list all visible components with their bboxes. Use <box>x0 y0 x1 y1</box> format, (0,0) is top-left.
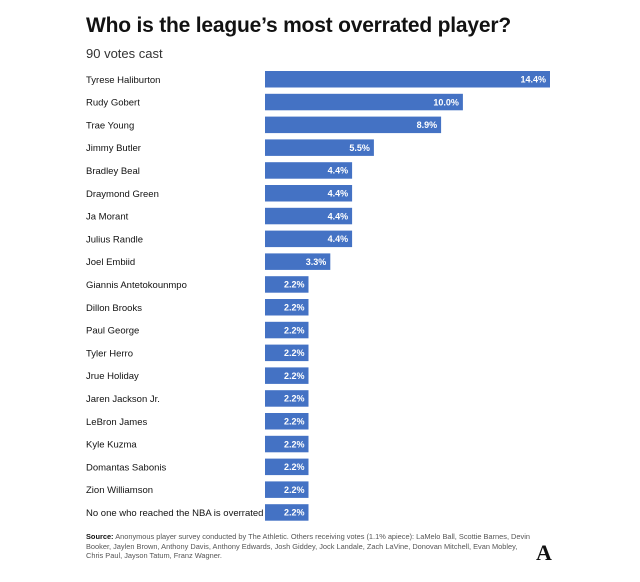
bar <box>265 504 309 521</box>
category-label: Rudy Gobert <box>86 98 140 109</box>
bar <box>265 93 463 111</box>
bar <box>265 185 353 202</box>
bar <box>265 207 353 225</box>
bar <box>265 435 309 453</box>
value-label: 2.2% <box>284 302 305 312</box>
bar <box>265 390 309 407</box>
value-label: 2.2% <box>284 462 305 472</box>
bar <box>265 413 309 430</box>
value-label: 2.2% <box>284 508 305 518</box>
value-label: 2.2% <box>284 416 305 426</box>
bar <box>265 276 309 293</box>
category-label: Trae Young <box>86 120 134 131</box>
value-label: 2.2% <box>284 394 305 404</box>
bar <box>265 344 309 362</box>
value-label: 4.4% <box>328 211 349 221</box>
bar <box>265 230 353 248</box>
value-label: 10.0% <box>433 97 459 107</box>
value-label: 2.2% <box>284 439 305 449</box>
bar <box>265 321 309 339</box>
bar <box>265 139 374 156</box>
category-label: Bradley Beal <box>86 166 140 177</box>
value-label: 2.2% <box>284 485 305 495</box>
bar <box>265 299 309 316</box>
category-label: Giannis Antetokounmpo <box>86 280 187 291</box>
bar <box>265 481 309 498</box>
bar <box>265 116 442 134</box>
category-label: Joel Embiid <box>86 257 135 268</box>
bar <box>265 253 331 270</box>
source-text: Anonymous player survey conducted by The… <box>86 532 530 561</box>
source-key: Source: <box>86 532 114 541</box>
value-label: 5.5% <box>349 143 370 153</box>
category-label: Ja Morant <box>86 212 129 223</box>
category-label: No one who reached the NBA is overrated <box>86 508 263 519</box>
category-label: Jimmy Butler <box>86 143 141 154</box>
value-label: 4.4% <box>328 234 349 244</box>
value-label: 4.4% <box>328 166 349 176</box>
category-label: Jrue Holiday <box>86 371 139 382</box>
bar <box>265 162 353 179</box>
chart-title: Who is the league’s most overrated playe… <box>86 14 511 37</box>
bar <box>265 458 309 476</box>
category-label: LeBron James <box>86 417 148 428</box>
bar-chart: Tyrese Haliburton 14.4% Rudy Gobert 10.0% Tr… <box>86 71 550 521</box>
value-label: 8.9% <box>417 120 438 130</box>
category-label: Tyrese Haliburton <box>86 75 160 86</box>
category-label: Dillon Brooks <box>86 303 142 314</box>
value-label: 3.3% <box>306 257 327 267</box>
chart-subtitle: 90 votes cast <box>86 46 163 61</box>
value-label: 2.2% <box>284 348 305 358</box>
value-label: 4.4% <box>328 188 349 198</box>
category-label: Paul George <box>86 326 139 337</box>
category-label: Julius Randle <box>86 234 143 245</box>
value-label: 2.2% <box>284 371 305 381</box>
value-label: 2.2% <box>284 280 305 290</box>
bar <box>265 71 550 88</box>
category-label: Jaren Jackson Jr. <box>86 394 160 405</box>
value-label: 2.2% <box>284 325 305 335</box>
value-label: 14.4% <box>520 74 546 84</box>
the-athletic-logo-icon: A <box>536 540 552 565</box>
category-label: Domantas Sabonis <box>86 462 167 473</box>
category-label: Draymond Green <box>86 189 159 200</box>
source-note: Source: Anonymous player survey conducte… <box>86 532 532 561</box>
bar <box>265 367 309 384</box>
category-label: Zion Williamson <box>86 485 153 496</box>
category-label: Kyle Kuzma <box>86 440 137 451</box>
category-label: Tyler Herro <box>86 348 133 359</box>
